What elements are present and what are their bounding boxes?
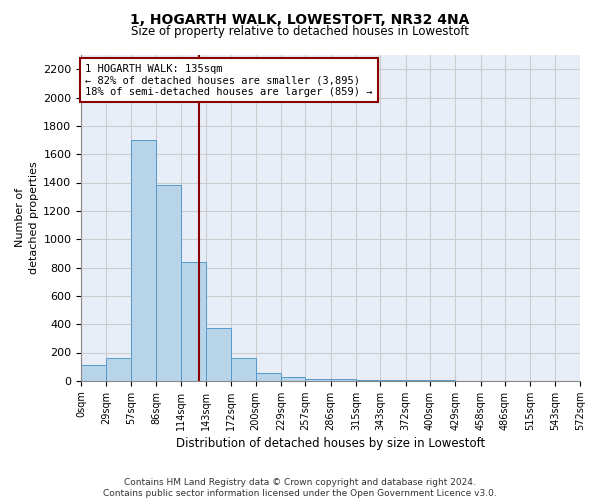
Bar [305, 378, 331, 381]
Bar [206, 328, 231, 381]
Bar [181, 262, 206, 381]
Bar [106, 358, 131, 381]
X-axis label: Distribution of detached houses by size in Lowestoft: Distribution of detached houses by size … [176, 437, 485, 450]
Bar [281, 378, 305, 381]
Bar [81, 365, 106, 381]
Bar [231, 358, 256, 381]
Bar [380, 380, 406, 381]
Text: 1, HOGARTH WALK, LOWESTOFT, NR32 4NA: 1, HOGARTH WALK, LOWESTOFT, NR32 4NA [130, 12, 470, 26]
Bar [256, 373, 281, 381]
Bar [156, 186, 181, 381]
Bar [356, 380, 380, 381]
Bar [406, 380, 430, 381]
Text: Contains HM Land Registry data © Crown copyright and database right 2024.
Contai: Contains HM Land Registry data © Crown c… [103, 478, 497, 498]
Bar [331, 380, 356, 381]
Text: 1 HOGARTH WALK: 135sqm
← 82% of detached houses are smaller (3,895)
18% of semi-: 1 HOGARTH WALK: 135sqm ← 82% of detached… [85, 64, 373, 96]
Y-axis label: Number of
detached properties: Number of detached properties [15, 162, 39, 274]
Bar [131, 140, 156, 381]
Text: Size of property relative to detached houses in Lowestoft: Size of property relative to detached ho… [131, 25, 469, 38]
